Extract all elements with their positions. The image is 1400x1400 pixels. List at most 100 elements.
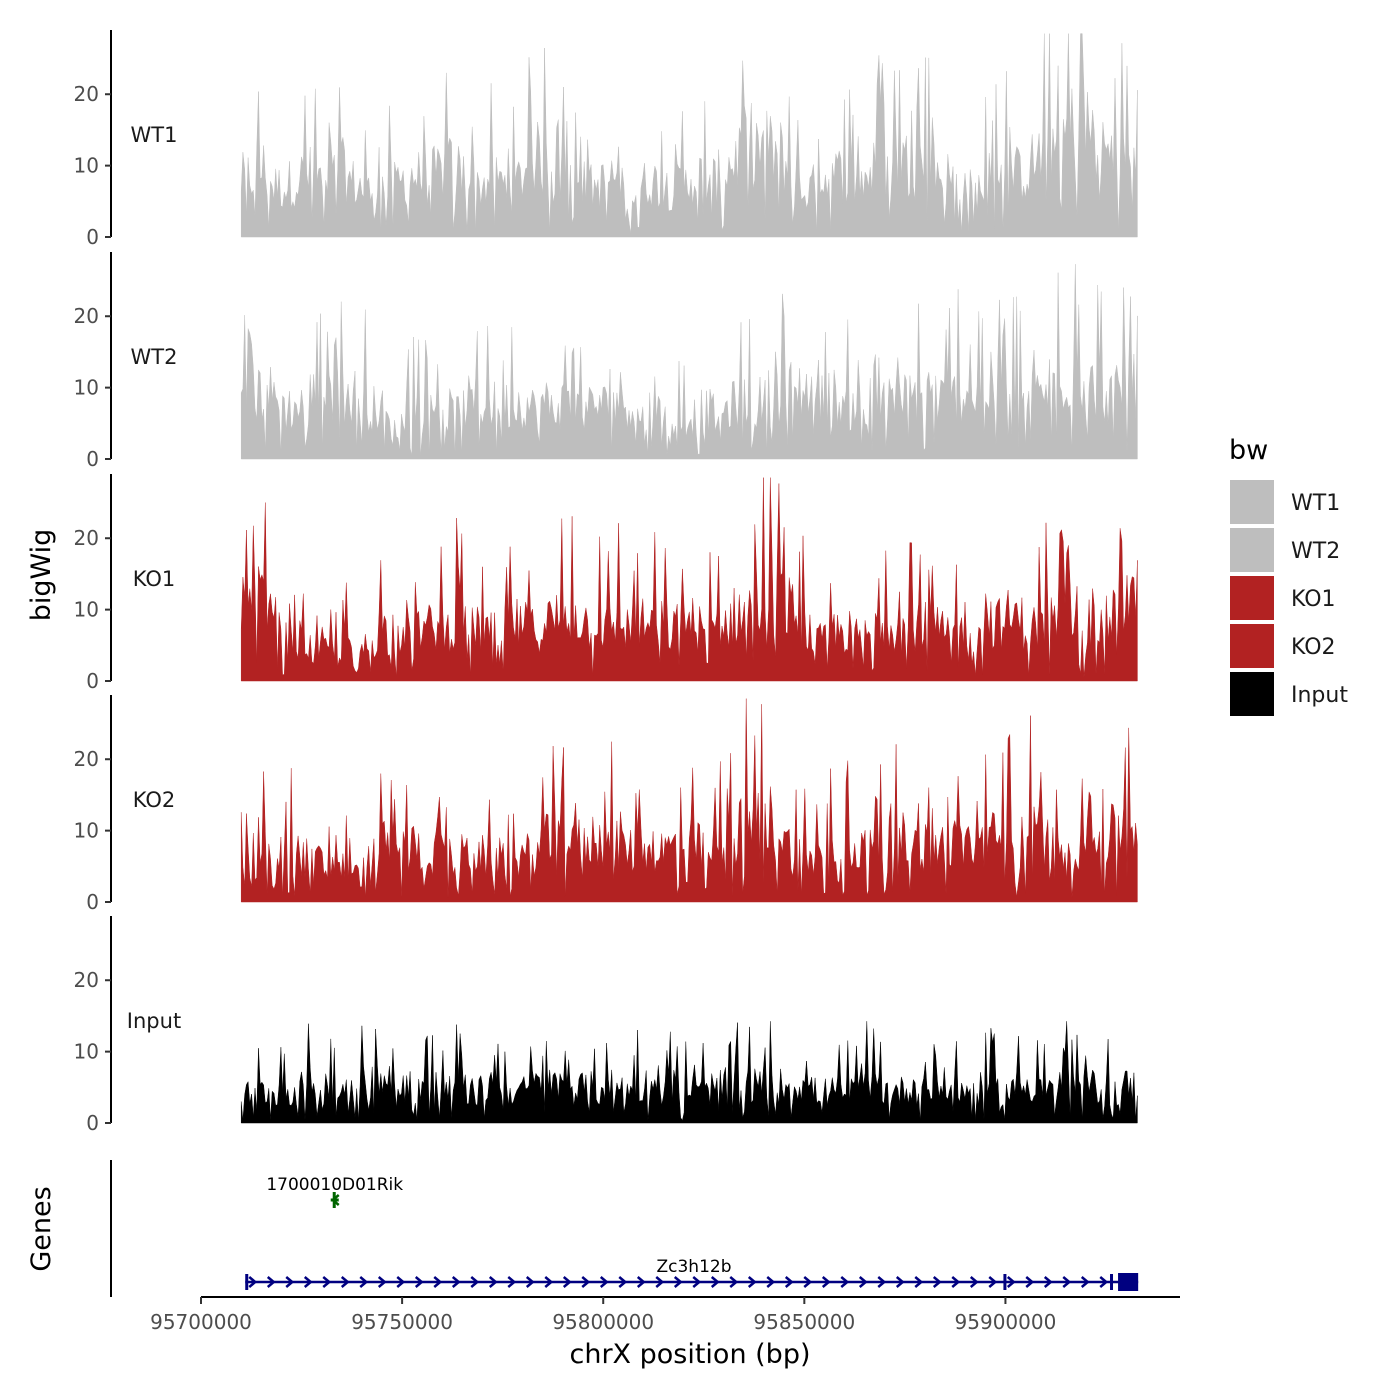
y-tick-label: 20 (74, 82, 99, 106)
track-ko1: 0 10 20 KO1 (74, 474, 1138, 693)
strand-arrow (488, 1276, 498, 1288)
gene-label: 1700010D01Rik (266, 1175, 403, 1195)
strand-arrow (636, 1276, 646, 1288)
strand-arrow (562, 1276, 572, 1288)
strand-arrow (618, 1276, 628, 1288)
y-tick-label: 20 (74, 747, 99, 771)
y-axis-title: bigWig (26, 529, 57, 622)
x-tick-label: 95800000 (552, 1310, 654, 1334)
strand-arrow (377, 1276, 387, 1288)
gene-exon (1118, 1273, 1139, 1291)
legend-swatch (1230, 672, 1274, 716)
x-tick-label: 95850000 (753, 1310, 855, 1334)
strand-arrow (1025, 1276, 1035, 1288)
gene-panel: 1700010D01Rik Zc3h12b (110, 1160, 1139, 1297)
strand-arrow (322, 1276, 332, 1288)
strand-arrow (895, 1276, 905, 1288)
x-tick-label: 95700000 (150, 1310, 252, 1334)
strand-arrow (858, 1276, 868, 1288)
strand-arrow (1080, 1276, 1090, 1288)
strand-arrow (330, 1194, 340, 1206)
strand-arrow (1062, 1276, 1072, 1288)
strand-arrow (969, 1276, 979, 1288)
strand-arrow (747, 1276, 757, 1288)
y-tick-label: 0 (86, 890, 99, 914)
strand-arrow (433, 1276, 443, 1288)
y-tick-label: 10 (74, 598, 99, 622)
gene-exon (1003, 1274, 1007, 1290)
gene-exon (1110, 1274, 1114, 1290)
track-label: KO2 (133, 788, 176, 812)
strand-arrow (877, 1276, 887, 1288)
tracks: 0 10 20 WT1 0 10 20 WT2 0 10 20 KO1 0 10 20 KO2 0 10 20 Inp… (74, 30, 1138, 1135)
genes-axis-title: Genes (26, 1186, 57, 1271)
gene-zc3h12b: Zc3h12b (245, 1257, 1139, 1291)
legend-label: KO1 (1291, 587, 1336, 612)
strand-arrow (544, 1276, 554, 1288)
strand-arrow (988, 1276, 998, 1288)
y-tick-label: 0 (86, 225, 99, 249)
y-tick-label: 10 (74, 819, 99, 843)
y-tick-label: 20 (74, 526, 99, 550)
legend-item-wt1: WT1 (1230, 480, 1340, 524)
strand-arrow (1099, 1276, 1109, 1288)
y-tick-label: 10 (74, 376, 99, 400)
strand-arrow (914, 1276, 924, 1288)
track-input: 0 10 20 Input (74, 916, 1138, 1135)
legend: bw WT1 WT2 KO1 KO2 Input (1229, 435, 1348, 716)
legend-swatch (1230, 480, 1274, 524)
strand-arrow (303, 1276, 313, 1288)
strand-arrow (729, 1276, 739, 1288)
legend-label: Input (1291, 683, 1348, 708)
strand-arrow (710, 1276, 720, 1288)
strand-arrow (266, 1276, 276, 1288)
coverage-area-wt1 (240, 33, 1138, 238)
coverage-area-wt2 (240, 264, 1138, 460)
track-label: Input (127, 1009, 181, 1033)
y-tick-label: 10 (74, 154, 99, 178)
strand-arrow (951, 1276, 961, 1288)
gene-exon (332, 1192, 336, 1208)
legend-item-wt2: WT2 (1230, 528, 1340, 572)
legend-title: bw (1229, 435, 1268, 466)
x-axis: 95700000 95750000 95800000 95850000 95900000 (150, 1296, 1180, 1334)
strand-arrow (840, 1276, 850, 1288)
y-tick-label: 0 (86, 447, 99, 471)
track-label: KO1 (133, 567, 176, 591)
strand-arrow (248, 1276, 258, 1288)
strand-arrow (525, 1276, 535, 1288)
strand-arrow (581, 1276, 591, 1288)
legend-swatch (1230, 624, 1274, 668)
strand-arrow (396, 1276, 406, 1288)
coverage-area-ko1 (240, 477, 1138, 682)
legend-item-ko2: KO2 (1230, 624, 1336, 668)
track-ko2: 0 10 20 KO2 (74, 695, 1138, 914)
strand-arrow (655, 1276, 665, 1288)
track-wt1: 0 10 20 WT1 (74, 30, 1138, 249)
x-tick-label: 95900000 (955, 1310, 1057, 1334)
legend-swatch (1230, 576, 1274, 620)
legend-item-input: Input (1230, 672, 1348, 716)
strand-arrow (285, 1276, 295, 1288)
y-tick-label: 20 (74, 304, 99, 328)
strand-arrow (692, 1276, 702, 1288)
y-tick-label: 20 (74, 968, 99, 992)
strand-arrow (451, 1276, 461, 1288)
legend-label: WT1 (1291, 491, 1340, 516)
strand-arrow (821, 1276, 831, 1288)
strand-arrow (1043, 1276, 1053, 1288)
strand-arrow (932, 1276, 942, 1288)
legend-item-ko1: KO1 (1230, 576, 1336, 620)
strand-arrow (507, 1276, 517, 1288)
legend-swatch (1230, 528, 1274, 572)
track-wt2: 0 10 20 WT2 (74, 252, 1138, 471)
y-tick-label: 0 (86, 1111, 99, 1135)
strand-arrow (470, 1276, 480, 1288)
track-label: WT2 (131, 345, 178, 369)
x-axis-title: chrX position (bp) (569, 1339, 810, 1370)
track-label: WT1 (131, 123, 178, 147)
legend-label: KO2 (1291, 635, 1336, 660)
strand-arrow (599, 1276, 609, 1288)
strand-arrow (766, 1276, 776, 1288)
